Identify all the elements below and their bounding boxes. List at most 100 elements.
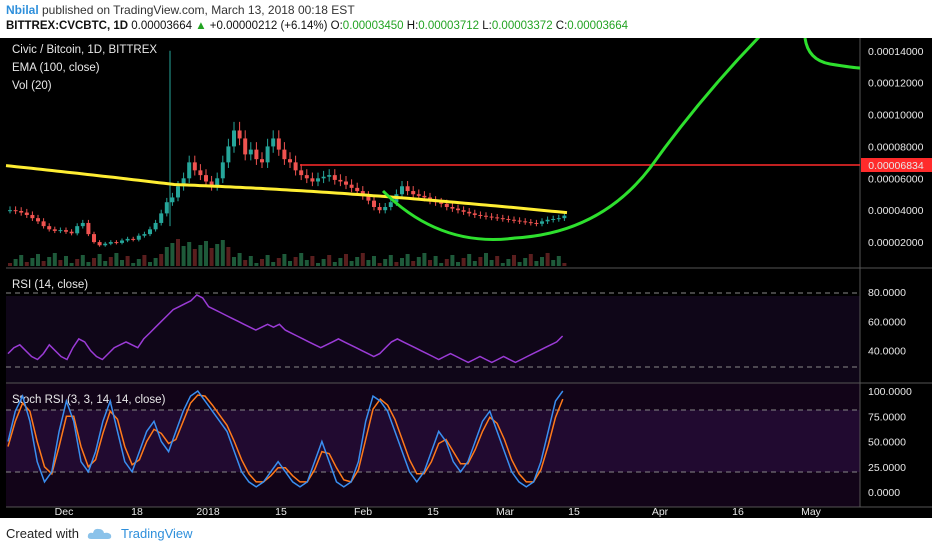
candle-body — [80, 222, 85, 227]
rsi-legend: RSI (14, close) — [12, 279, 88, 291]
candle-body — [304, 175, 309, 179]
stoch-tick-label: 75.0000 — [868, 411, 906, 423]
time-tick-label: 18 — [131, 506, 143, 518]
stoch-k-line — [7, 389, 564, 488]
volume-bar — [321, 259, 326, 266]
candle-body — [243, 138, 248, 155]
price-tick-label: 0.00014000 — [868, 46, 924, 58]
volume-bar — [416, 257, 421, 266]
volume-bar — [523, 258, 528, 266]
volume-bar — [265, 255, 270, 266]
volume-bar — [332, 262, 337, 266]
stoch-band-fill — [6, 410, 860, 472]
candle-body — [372, 200, 376, 208]
volume-bar — [41, 261, 46, 266]
candle-body — [422, 195, 427, 198]
stoch-tick-label: 25.0000 — [868, 462, 906, 474]
rsi-tick-label: 40.0000 — [868, 346, 906, 358]
time-tick-label: May — [801, 506, 822, 518]
candle-body — [332, 175, 337, 180]
volume-bar — [517, 262, 522, 266]
symbol-summary: BITTREX:CVCBTC, 1D 0.00003664 ▲ +0.00000… — [6, 20, 628, 32]
candle-body — [400, 186, 404, 195]
volume-bar — [467, 254, 472, 266]
rsi-tick-label: 60.0000 — [868, 316, 906, 328]
volume-bar — [355, 257, 360, 266]
volume-bar — [444, 259, 449, 266]
candle-body — [114, 242, 119, 244]
tradingview-cloud-icon — [87, 528, 112, 539]
stoch-axis-ticks: 100.0000 75.0000 50.0000 25.0000 0.0000 — [868, 386, 912, 499]
candle-body — [254, 149, 259, 160]
candles-layer — [8, 50, 567, 247]
volume-bar — [192, 249, 197, 266]
volume-bar — [271, 262, 276, 266]
volume-bar — [19, 255, 24, 266]
time-tick-label: 2018 — [196, 506, 220, 518]
candle-body — [159, 213, 164, 223]
volume-bar — [304, 260, 309, 266]
candle-body — [198, 170, 203, 176]
open-label: O: — [330, 20, 343, 32]
candle-body — [293, 162, 298, 171]
candle-body — [405, 186, 410, 192]
candle-body — [75, 226, 80, 234]
volume-bar — [349, 261, 354, 266]
volume-bar — [316, 263, 320, 266]
candle-body — [388, 202, 393, 208]
price-tick-label: 0.00010000 — [868, 110, 924, 122]
time-tick-label: Feb — [354, 506, 372, 518]
volume-bar — [506, 259, 511, 266]
volume-bar — [433, 256, 438, 266]
candle-body — [92, 234, 96, 243]
candle-body — [248, 149, 253, 155]
candle-body — [534, 222, 539, 224]
time-tick-label: Mar — [496, 506, 515, 518]
candle-body — [545, 219, 550, 222]
candle-body — [58, 230, 63, 232]
candle-body — [8, 210, 12, 212]
symbol-name: BITTREX:CVCBTC, 1D — [6, 20, 129, 32]
high-value: 0.00003712 — [418, 20, 480, 32]
candle-body — [170, 197, 175, 203]
candle-body — [523, 221, 528, 223]
volume-bar — [405, 254, 410, 266]
price-tick-label: 0.00012000 — [868, 78, 924, 90]
volume-bar — [528, 254, 533, 266]
volume-bar — [276, 258, 281, 266]
time-tick-label: 15 — [275, 506, 287, 518]
volume-bar — [75, 259, 80, 266]
resistance-price-label: 0.00006834 — [868, 160, 924, 172]
volume-bar — [360, 253, 365, 266]
candle-body — [444, 203, 449, 208]
volume-bar — [114, 253, 119, 266]
volume-bar — [92, 258, 96, 266]
candle-body — [377, 207, 382, 211]
author-name[interactable]: Nbilal — [6, 3, 39, 17]
open-value: 0.00003450 — [342, 20, 404, 32]
price-chart[interactable]: 0.00006834 Civic / Bitcoin, 1D, BITTREX … — [0, 38, 932, 518]
candle-body — [450, 207, 455, 209]
rsi-axis-ticks: 80.0000 60.0000 40.0000 — [868, 287, 906, 358]
candle-body — [176, 186, 180, 198]
candle-body — [495, 217, 500, 219]
candle-body — [506, 218, 511, 220]
volume-bar — [120, 260, 124, 266]
cup-curve-upper-segment — [803, 38, 861, 70]
volume-bar — [108, 257, 113, 266]
volume-bar — [164, 247, 169, 266]
volume-bar — [545, 253, 550, 266]
candle-body — [327, 175, 332, 177]
candle-body — [103, 243, 108, 246]
time-tick-label: 16 — [732, 506, 744, 518]
volume-bar — [248, 256, 253, 266]
candle-body — [153, 222, 158, 230]
volume-bar — [372, 256, 376, 266]
volume-bar — [428, 260, 432, 266]
volume-bar — [232, 257, 236, 266]
tradingview-brand-link[interactable]: TradingView — [120, 526, 193, 541]
candle-body — [64, 230, 68, 232]
up-arrow-icon: ▲ — [195, 20, 207, 32]
volume-bar — [562, 263, 567, 266]
candle-body — [467, 211, 472, 214]
